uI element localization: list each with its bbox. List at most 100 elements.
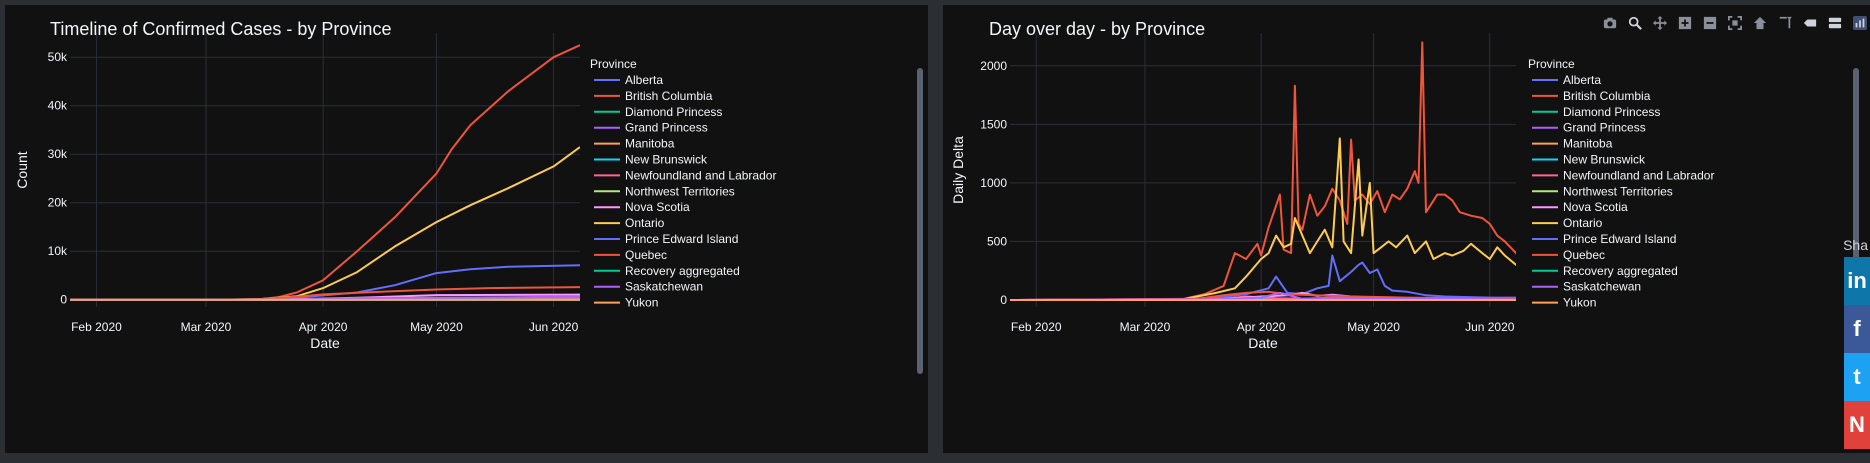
y-tick-label: 500 [987,234,1007,248]
legend-item-manitoba[interactable]: Manitoba [594,137,675,151]
x-tick-label: May 2020 [410,320,463,334]
legend-label: Northwest Territories [625,184,735,198]
linkedin-icon[interactable]: in [1844,257,1870,305]
legend-item-prince-edward-island[interactable]: Prince Edward Island [594,232,738,246]
x-tick-label: Mar 2020 [1120,320,1171,334]
legend-label: Saskatchewan [1563,280,1641,294]
x-tick-label: Feb 2020 [1011,320,1062,334]
hover-compare-icon[interactable] [1827,15,1843,31]
legend-item-recovery-aggregated[interactable]: Recovery aggregated [594,264,740,278]
legend-item-ontario[interactable]: Ontario [1532,216,1603,230]
y-tick-label: 1500 [980,117,1007,131]
legend-label: Saskatchewan [625,280,703,294]
legend-item-alberta[interactable]: Alberta [1532,73,1601,87]
legend-item-diamond-princess[interactable]: Diamond Princess [1532,105,1660,119]
x-tick-label: Apr 2020 [299,320,348,334]
legend-item-recovery-aggregated[interactable]: Recovery aggregated [1532,264,1678,278]
legend-label: Alberta [625,73,663,87]
legend-item-new-brunswick[interactable]: New Brunswick [1532,153,1646,167]
confirmed-cases-chart[interactable]: Feb 2020 Mar 2020 Apr 2020 May 2020 Jun 2020… [5,5,928,453]
series-line-ontario[interactable] [70,146,580,301]
legend-item-new-brunswick[interactable]: New Brunswick [594,153,708,167]
spike-lines-icon[interactable] [1777,15,1793,31]
legend-label: Recovery aggregated [1563,264,1678,278]
legend-item-diamond-princess[interactable]: Diamond Princess [594,105,722,119]
legend-item-nova-scotia[interactable]: Nova Scotia [594,200,690,214]
x-tick-label: Apr 2020 [1237,320,1286,334]
legend-item-british-columbia[interactable]: British Columbia [594,89,713,103]
series-group [70,44,580,301]
legend-item-grand-princess[interactable]: Grand Princess [594,121,708,135]
share-glyph: f [1853,316,1861,341]
y-tick-label: 40k [48,99,68,113]
news-icon[interactable]: N [1844,401,1870,449]
chart-panel-daily: Day over day - by Province Feb 2020 Mar 2… [943,5,1870,453]
legend-label: Manitoba [625,137,675,151]
legend-label: Newfoundland and Labrador [625,168,776,182]
legend-item-british-columbia[interactable]: British Columbia [1532,89,1651,103]
facebook-icon[interactable]: f [1844,305,1870,353]
legend-scrollbar[interactable] [1853,68,1859,374]
hover-closest-icon[interactable] [1802,15,1818,31]
legend-label: New Brunswick [1563,153,1646,167]
legend-label: Northwest Territories [1563,184,1673,198]
legend-item-saskatchewan[interactable]: Saskatchewan [594,280,703,294]
y-axis-label: Daily Delta [950,136,966,204]
legend-label: Nova Scotia [1563,200,1628,214]
legend-label: Quebec [625,248,667,262]
legend-label: Grand Princess [1563,121,1646,135]
legend-label: Prince Edward Island [1563,232,1676,246]
x-tick-label: Feb 2020 [71,320,122,334]
reset-axes-icon[interactable] [1752,15,1768,31]
series-line-alberta[interactable] [1010,254,1516,301]
twitter-icon[interactable]: t [1844,353,1870,401]
legend-item-nova-scotia[interactable]: Nova Scotia [1532,200,1628,214]
legend-label: Newfoundland and Labrador [1563,168,1714,182]
x-tick-label: May 2020 [1347,320,1400,334]
camera-icon[interactable] [1602,15,1618,31]
legend-title: Province [1528,57,1575,71]
share-glyph: t [1853,364,1861,389]
legend-item-yukon[interactable]: Yukon [1532,296,1596,310]
legend-label: Prince Edward Island [625,232,738,246]
daily-delta-chart[interactable]: Feb 2020 Mar 2020 Apr 2020 May 2020 Jun 2020… [943,5,1870,453]
legend: Province Alberta British Columbia Diamond P… [1528,57,1714,310]
legend-title: Province [590,57,637,71]
legend-item-newfoundland-and-labrador[interactable]: Newfoundland and Labrador [594,168,776,182]
legend-item-quebec[interactable]: Quebec [1532,248,1605,262]
autoscale-icon[interactable] [1727,15,1743,31]
legend-item-grand-princess[interactable]: Grand Princess [1532,121,1646,135]
legend-item-prince-edward-island[interactable]: Prince Edward Island [1532,232,1676,246]
plotly-logo-icon[interactable] [1852,15,1868,31]
legend-item-alberta[interactable]: Alberta [594,73,663,87]
zoom-in-icon[interactable] [1677,15,1693,31]
y-tick-label: 30k [48,147,68,161]
series-line-saskatchewan[interactable] [1010,291,1516,301]
legend-item-newfoundland-and-labrador[interactable]: Newfoundland and Labrador [1532,168,1714,182]
legend: Province Alberta British Columbia Diamond P… [590,57,776,310]
legend-item-yukon[interactable]: Yukon [594,296,658,310]
series-line-british-columbia[interactable] [1010,41,1524,301]
legend-label: British Columbia [625,89,713,103]
x-tick-label: Mar 2020 [181,320,232,334]
legend-item-ontario[interactable]: Ontario [594,216,665,230]
zoom-out-icon[interactable] [1702,15,1718,31]
y-tick-label: 10k [48,244,68,258]
legend-label: Recovery aggregated [625,264,740,278]
y-tick-label: 1000 [980,176,1007,190]
legend-label: Manitoba [1563,137,1613,151]
zoom-icon[interactable] [1627,15,1643,31]
chart-title: Day over day - by Province [989,19,1206,39]
legend-label: Nova Scotia [625,200,690,214]
legend-item-quebec[interactable]: Quebec [594,248,667,262]
share-glyph: N [1849,412,1865,437]
legend-item-saskatchewan[interactable]: Saskatchewan [1532,280,1641,294]
pan-icon[interactable] [1652,15,1668,31]
legend-item-manitoba[interactable]: Manitoba [1532,137,1613,151]
legend-scrollbar[interactable] [917,68,923,374]
legend-item-northwest-territories[interactable]: Northwest Territories [1532,184,1673,198]
series-line-ontario[interactable] [1010,137,1524,301]
legend-item-northwest-territories[interactable]: Northwest Territories [594,184,735,198]
y-tick-label: 2000 [980,59,1007,73]
series-line-british-columbia[interactable] [70,44,580,301]
